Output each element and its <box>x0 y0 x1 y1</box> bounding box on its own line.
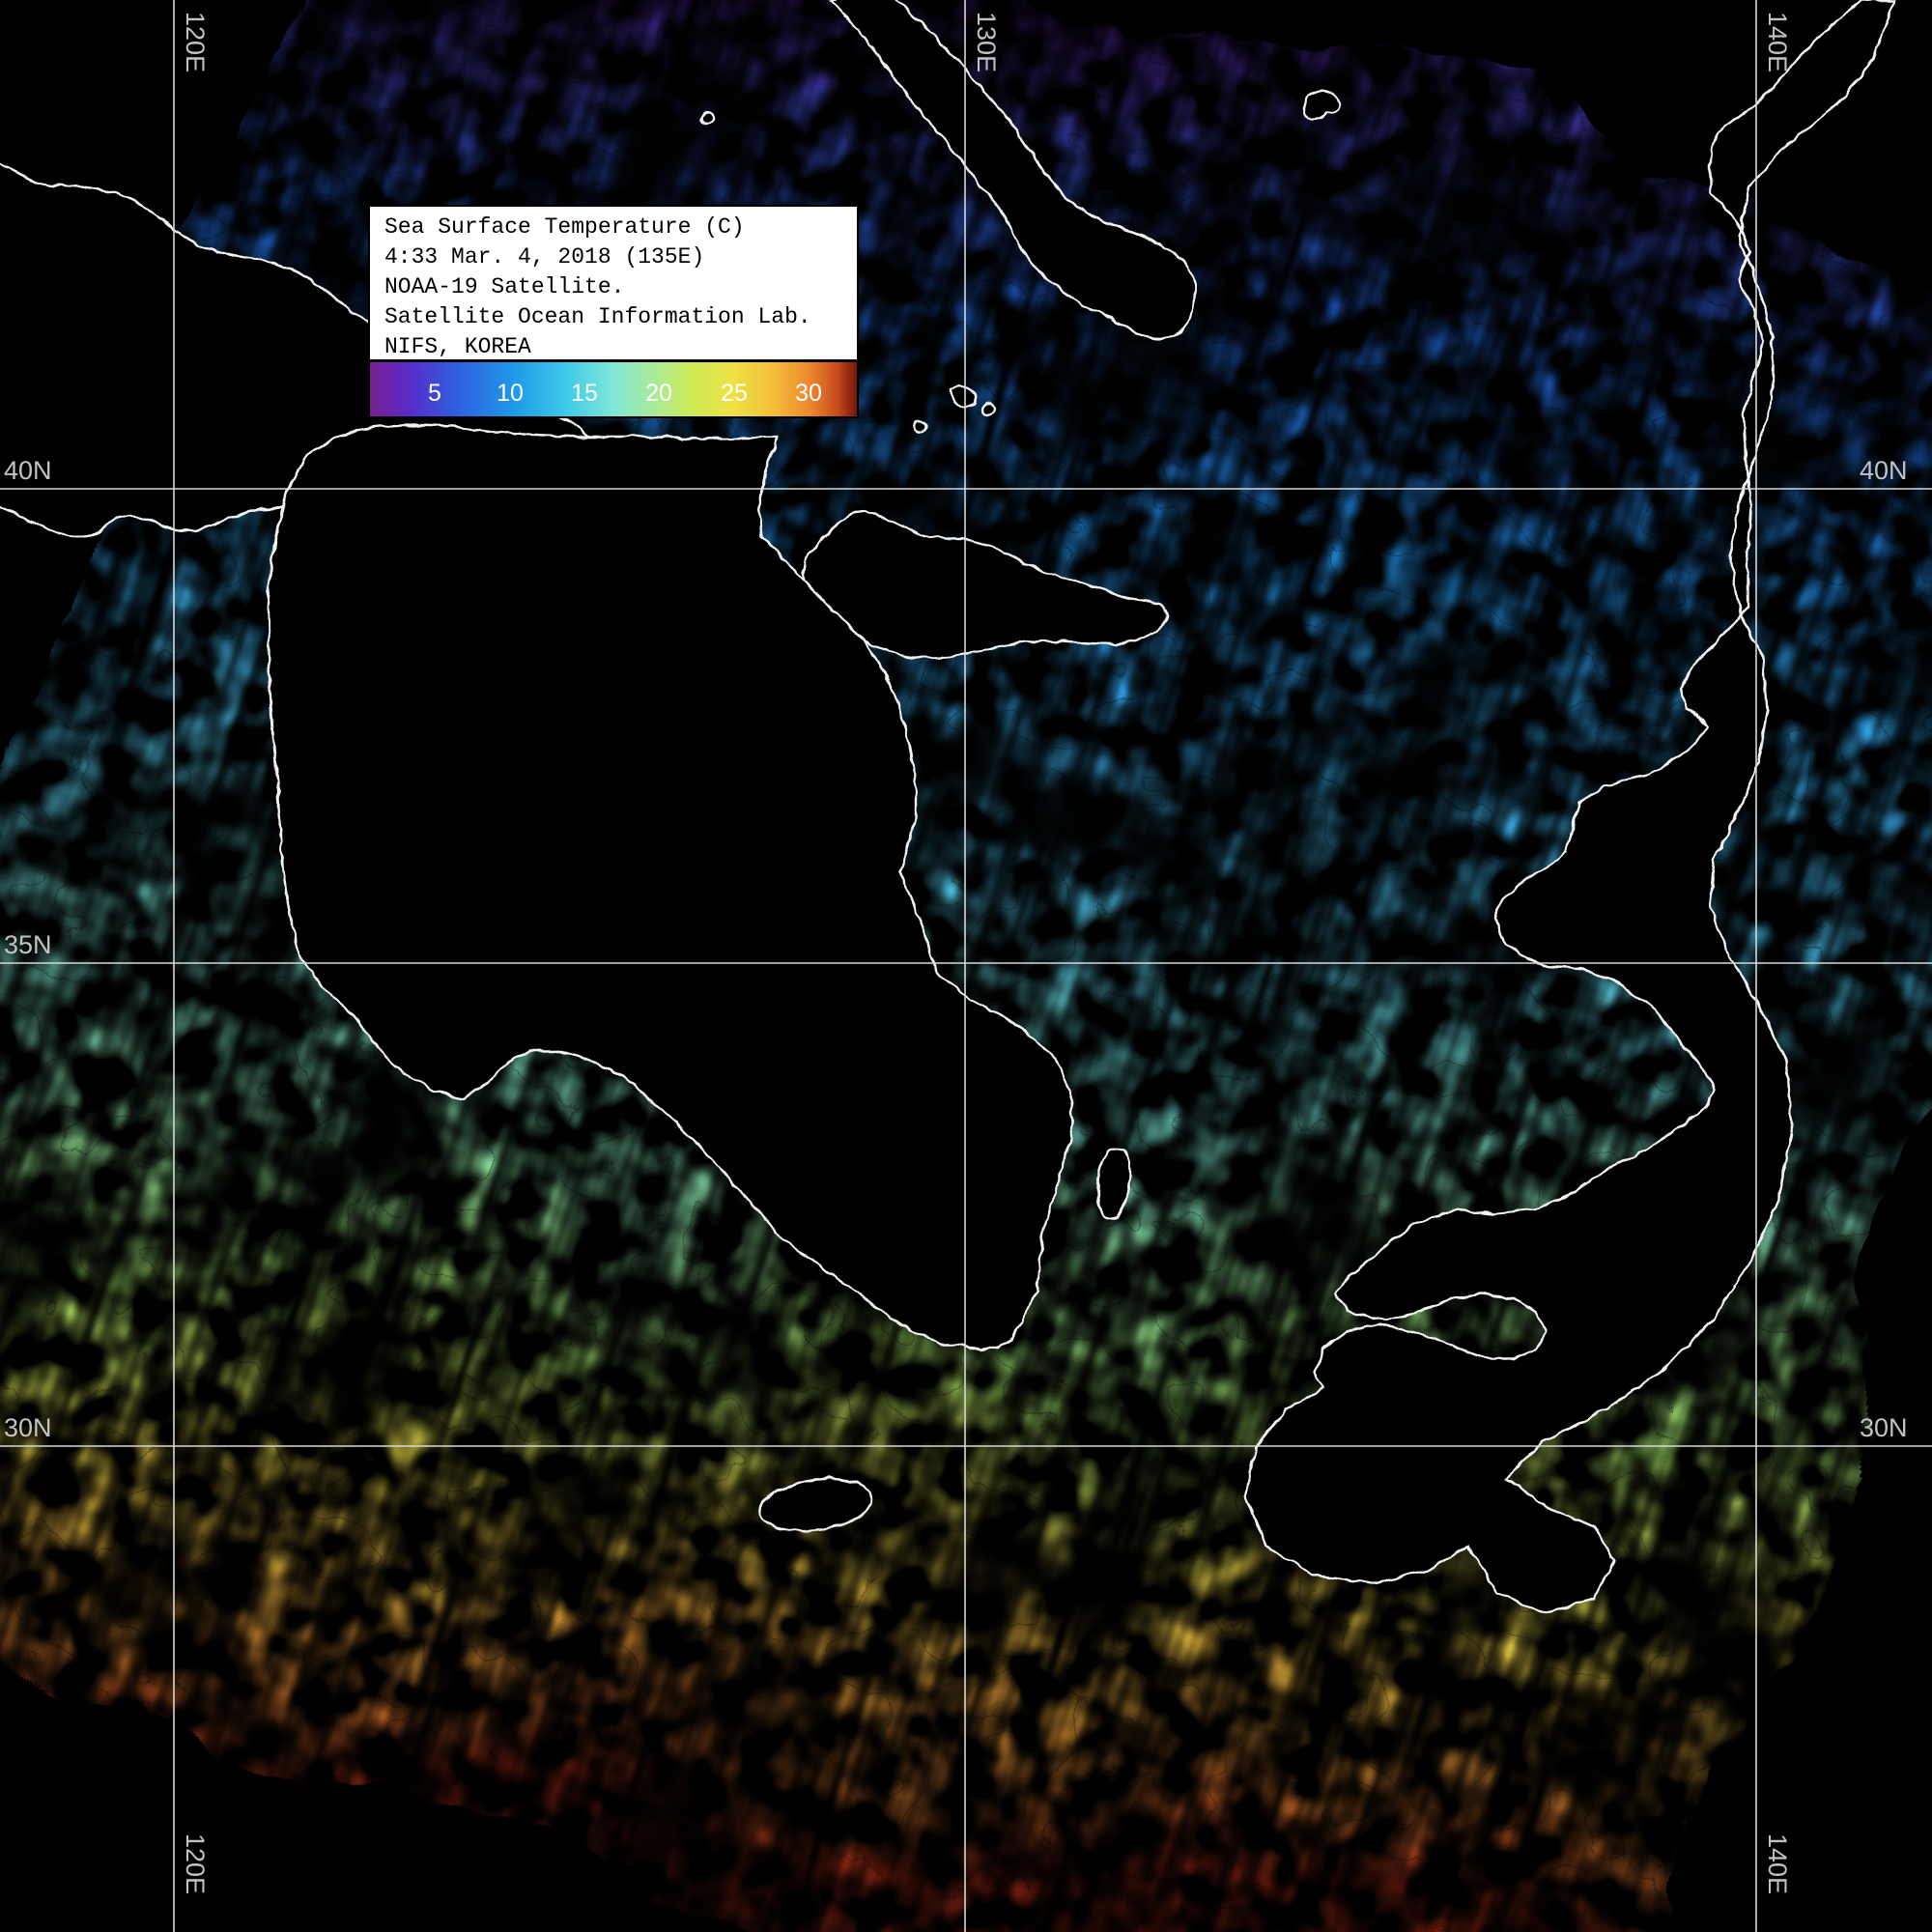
svg-text:5: 5 <box>428 380 441 407</box>
svg-text:25: 25 <box>721 380 748 407</box>
svg-text:Satellite Ocean Information La: Satellite Ocean Information Lab. <box>384 304 811 329</box>
svg-text:10: 10 <box>497 380 524 407</box>
svg-text:30: 30 <box>795 380 822 407</box>
svg-text:NOAA-19 Satellite.: NOAA-19 Satellite. <box>384 274 624 299</box>
svg-text:4:33 Mar. 4, 2018 (135E): 4:33 Mar. 4, 2018 (135E) <box>384 244 704 270</box>
svg-text:NIFS, KOREA: NIFS, KOREA <box>384 334 531 359</box>
svg-text:Sea Surface Temperature (C): Sea Surface Temperature (C) <box>384 214 745 240</box>
svg-text:15: 15 <box>571 380 598 407</box>
svg-text:20: 20 <box>645 380 672 407</box>
